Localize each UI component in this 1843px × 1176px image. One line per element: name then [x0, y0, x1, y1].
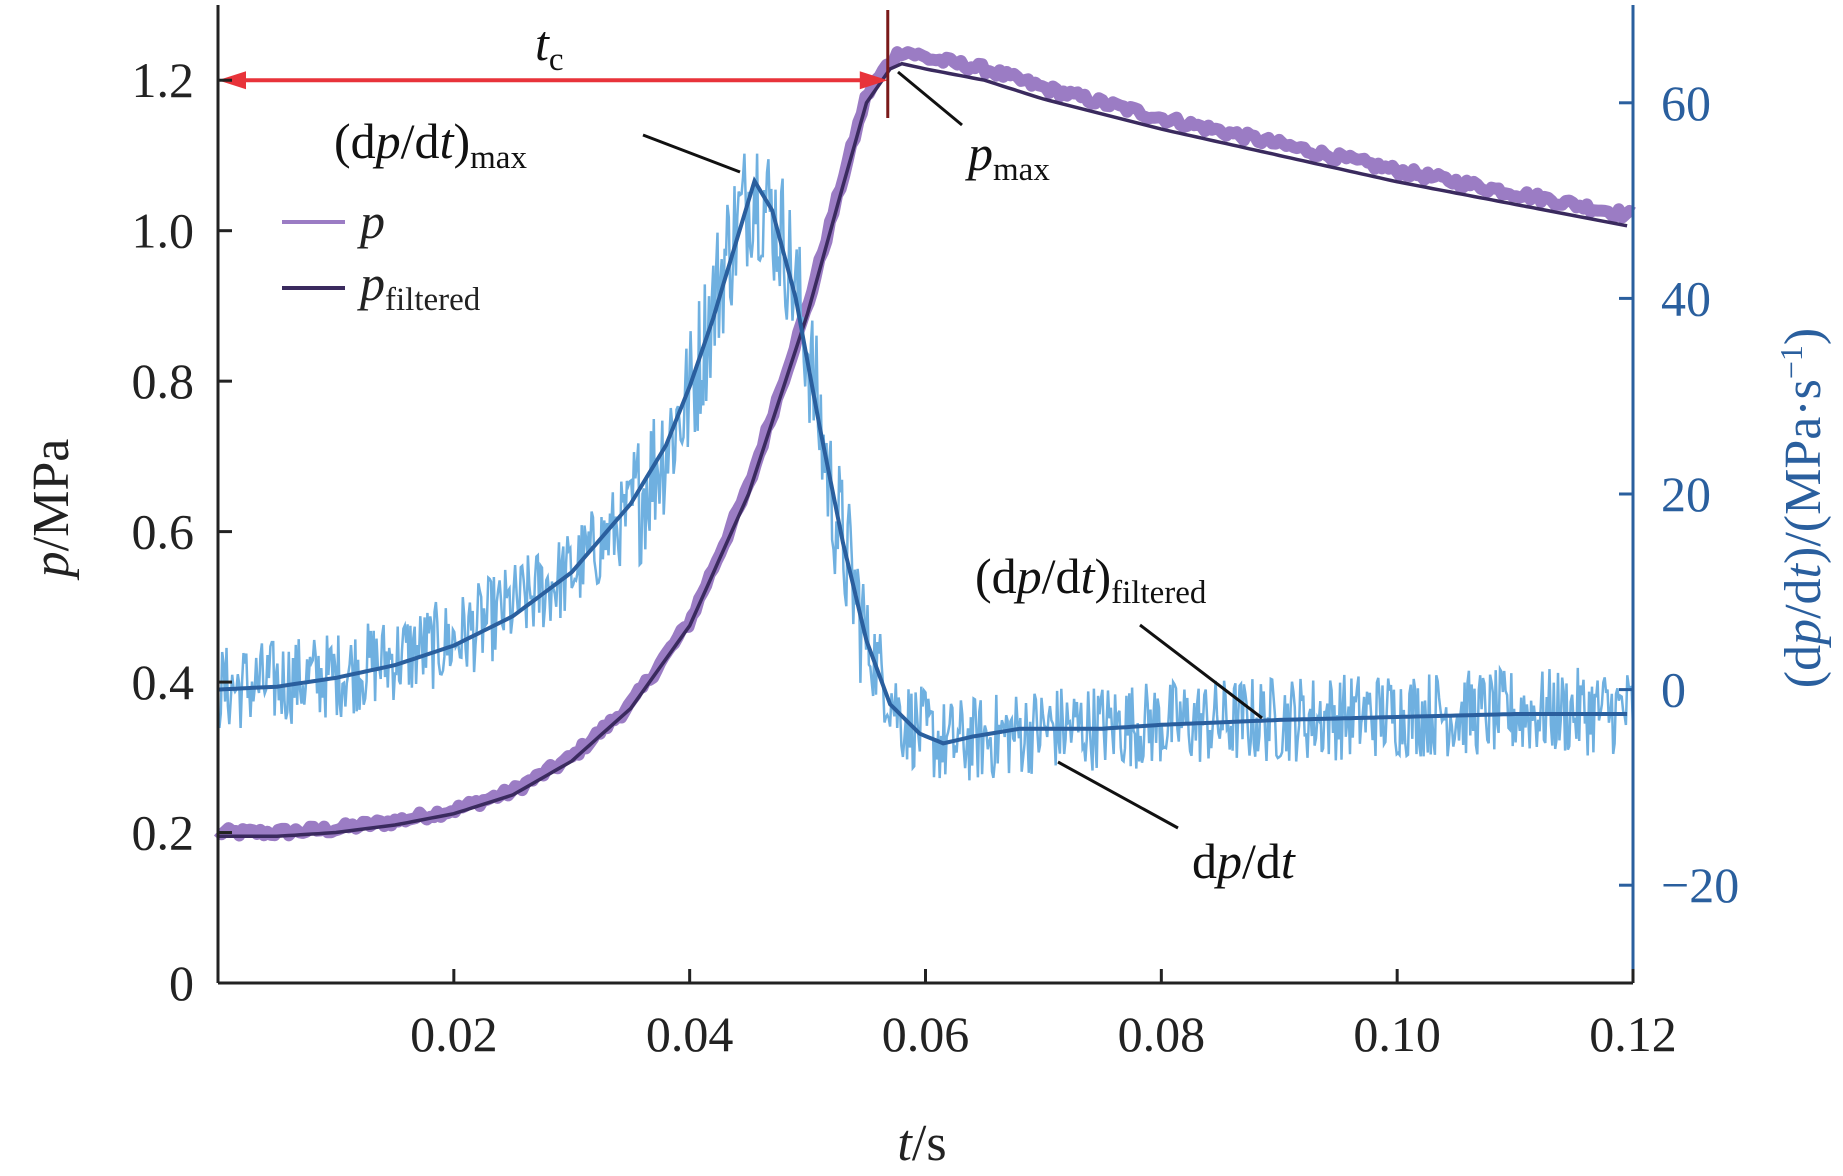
y-left-tick-label: 0 [169, 955, 194, 1011]
series-dpdt-filtered [217, 176, 1628, 746]
y-right-tick-label: 40 [1661, 270, 1711, 326]
y-left-tick-label: 0.6 [132, 504, 195, 560]
series-dpdt [216, 153, 1635, 781]
annotation-tc: tc [535, 15, 564, 78]
annotation-dpdt-filtered: (dp/dt)filtered [975, 548, 1207, 611]
y-left-tick-label: 1.0 [132, 203, 195, 259]
x-tick-label: 0.10 [1353, 1006, 1441, 1062]
x-tick-label: 0.12 [1589, 1006, 1677, 1062]
leader-p-max [897, 70, 963, 127]
y-left-tick-label: 1.2 [132, 52, 195, 108]
y-right-tick-label: −20 [1661, 857, 1739, 913]
annotation-dpdt: dp/dt [1192, 833, 1296, 889]
y-left-tick-label: 0.2 [132, 805, 195, 861]
y-left-tick-label: 0.8 [132, 353, 195, 409]
y-left-tick-label: 0.4 [132, 654, 195, 710]
legend: p pfiltered [282, 193, 481, 318]
x-tick-label: 0.02 [410, 1006, 498, 1062]
tc-arrowhead-right [859, 71, 888, 90]
x-axis-title: t/s [897, 1115, 946, 1172]
series-p [213, 46, 1636, 842]
y-right-tick-label: 60 [1661, 75, 1711, 131]
x-tick-label: 0.08 [1118, 1006, 1206, 1062]
annotation-dpdt-max: (dp/dt)max [334, 113, 527, 176]
annotations: tc (dp/dt)max pmax (dp/dt)filtered dp/dt [334, 15, 1296, 889]
annotation-p-max: pmax [965, 125, 1050, 188]
legend-label-p-filtered: pfiltered [357, 255, 481, 318]
y-right-tick-label: 0 [1661, 662, 1686, 718]
series-p-filtered [218, 61, 1628, 839]
leader-dpdt [1057, 760, 1179, 830]
ticks-layer: 0 0.2 0.4 0.6 0.8 1.0 1.2 −20 0 20 40 60 0.02 0.04 0.0… [132, 52, 1740, 1062]
y-right-axis-title: (dp/dt)/(MPa·s−1) [1773, 328, 1832, 688]
x-tick-label: 0.06 [882, 1006, 970, 1062]
x-tick-label: 0.04 [646, 1006, 734, 1062]
legend-label-p: p [357, 193, 385, 249]
leader-dpdt-max [642, 133, 741, 174]
y-right-tick-label: 20 [1661, 466, 1711, 522]
leader-dpdt-filtered [1139, 623, 1263, 720]
y-left-axis-title: p/MPa [23, 439, 80, 582]
